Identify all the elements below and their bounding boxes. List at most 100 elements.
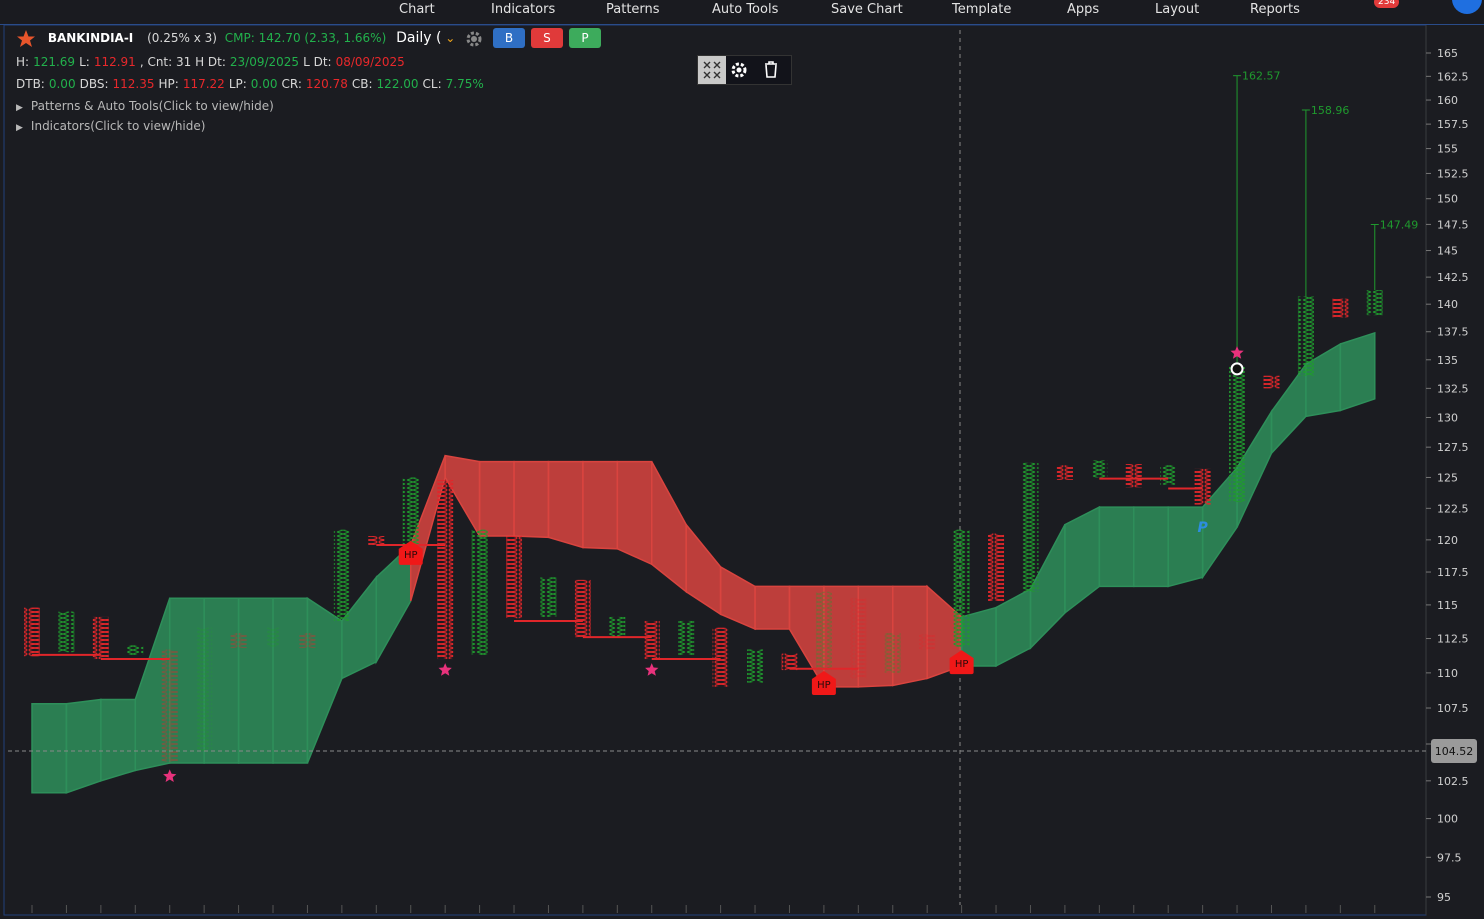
settings[interactable] — [465, 30, 483, 48]
o-column — [1332, 298, 1349, 318]
o-column — [574, 579, 591, 638]
menu-item[interactable]: Save Chart — [831, 2, 903, 17]
x-column — [1229, 366, 1246, 503]
o-column — [1056, 465, 1073, 480]
x-column — [1366, 290, 1383, 316]
o-column — [712, 627, 729, 687]
o-column — [988, 533, 1005, 601]
cloud-segment — [582, 460, 619, 550]
cloud-segment — [1098, 506, 1135, 588]
y-tick-label: 160 — [1437, 94, 1458, 107]
logo — [17, 29, 35, 47]
x-column — [265, 627, 282, 647]
x-column — [1022, 462, 1039, 592]
menu-item[interactable]: Template — [952, 2, 1012, 17]
stat-label: CB: — [351, 77, 373, 91]
wick-label: 162.57 — [1242, 70, 1281, 83]
menu-bar: 234 Chart Indicators Patterns Auto Tools Sav… — [0, 0, 1484, 25]
toggle-arrow: ▶ — [16, 123, 23, 133]
y-tick-label: 127.5 — [1437, 441, 1469, 454]
stat-value: 112.35 — [112, 77, 155, 91]
menu-item[interactable]: Chart — [399, 2, 435, 17]
x-column — [540, 577, 557, 617]
o-column — [161, 649, 178, 762]
menu-item[interactable]: Indicators — [491, 2, 556, 17]
notification-badge[interactable]: 234 — [1374, 0, 1400, 8]
toggles: ▶ Patterns & Auto Tools(Click to view/hid… — [16, 96, 274, 136]
x-column — [609, 616, 626, 638]
hp-label: HP — [404, 550, 418, 561]
o-column — [299, 633, 316, 649]
p-marker: P — [1197, 520, 1208, 536]
y-tick-label: 157.5 — [1437, 118, 1469, 131]
star-marker — [163, 769, 177, 782]
trade-button[interactable]: P — [568, 28, 601, 48]
stat-label: LP: — [228, 77, 247, 91]
star-marker — [645, 663, 659, 676]
x-column — [747, 649, 764, 683]
y-tick-label: 97.5 — [1437, 851, 1462, 864]
toolbar-icons — [698, 56, 777, 84]
toggle[interactable]: ▶ Patterns & Auto Tools(Click to view/hid… — [16, 96, 274, 116]
y-tick-label: 112.5 — [1437, 633, 1469, 646]
toolbar-delete[interactable] — [765, 61, 777, 78]
o-column — [506, 536, 523, 619]
avatar[interactable] — [1452, 0, 1482, 14]
y-tick-label: 142.5 — [1437, 271, 1469, 284]
y-tick-label: 110 — [1437, 667, 1458, 680]
o-column — [781, 653, 798, 671]
y-tick-label: 150 — [1437, 193, 1458, 206]
cloud-segment — [616, 460, 653, 566]
y-tick-label: 147.5 — [1437, 218, 1469, 231]
interval[interactable]: Daily ( — [396, 30, 442, 46]
x-column — [1297, 296, 1314, 376]
y-tick-label: 100 — [1437, 813, 1458, 826]
y-tick-label: 145 — [1437, 245, 1458, 258]
plot-frame — [3, 24, 1427, 916]
symbol-info: BANKINDIA-I (0.25% x 3) CMP: 142.70 (2.3… — [8, 26, 601, 136]
o-column — [368, 536, 385, 545]
stats-row-1: H: 121.69 L: 112.91, Cnt: 31 H Dt: 23/09/202… — [16, 55, 405, 69]
o-column — [850, 598, 867, 679]
stat-value: 0.00 — [250, 77, 278, 91]
stat-label: DBS: — [79, 77, 109, 91]
menu-item[interactable]: Auto Tools — [712, 2, 779, 17]
wick-label: 147.49 — [1380, 219, 1419, 232]
x-column — [815, 591, 832, 671]
cmp: CMP: 142.70 (2.33, 1.66%) — [224, 31, 387, 45]
stat-label: , Cnt: 31 H Dt: — [139, 55, 226, 69]
menu-item[interactable]: Apps — [1067, 2, 1100, 17]
trade-button[interactable]: B — [492, 28, 525, 48]
cloud-segment — [547, 460, 584, 549]
y-tick-label: 95 — [1437, 891, 1451, 904]
trade-button[interactable]: S — [530, 28, 563, 48]
menu-item[interactable]: Layout — [1155, 2, 1200, 17]
stat-label: HP: — [158, 77, 179, 91]
price-label: 104.52 — [1435, 745, 1474, 758]
y-tick-label: 125 — [1437, 471, 1458, 484]
cloud-segment — [513, 460, 550, 539]
y-tick-label: 135 — [1437, 354, 1458, 367]
cloud-segment — [65, 698, 102, 794]
y-tick-label: 115 — [1437, 599, 1458, 612]
cloud-segment — [31, 703, 68, 794]
y-tick-label: 122.5 — [1437, 502, 1469, 515]
stat-value: 117.22 — [182, 77, 225, 91]
y-tick-label: 117.5 — [1437, 566, 1469, 579]
toolbar-settings[interactable] — [731, 62, 747, 78]
stat-value: 7.75% — [445, 77, 484, 91]
stat-value: 0.00 — [48, 77, 76, 91]
interval-caret[interactable]: ⌄ — [445, 31, 456, 45]
cloud-segment — [1064, 505, 1101, 615]
menu-item[interactable]: Patterns — [606, 2, 660, 17]
toggle-label: Indicators(Click to view/hide) — [30, 119, 206, 133]
cloud-segment — [650, 461, 687, 594]
toggle[interactable]: ▶ Indicators(Click to view/hide) — [16, 116, 274, 136]
o-column — [437, 479, 454, 660]
toggle-arrow: ▶ — [16, 103, 23, 113]
menu-item[interactable]: Reports — [1250, 2, 1300, 17]
symbol: BANKINDIA-I — [47, 31, 134, 45]
pnf-tool[interactable] — [698, 56, 726, 84]
o-column — [230, 633, 247, 649]
